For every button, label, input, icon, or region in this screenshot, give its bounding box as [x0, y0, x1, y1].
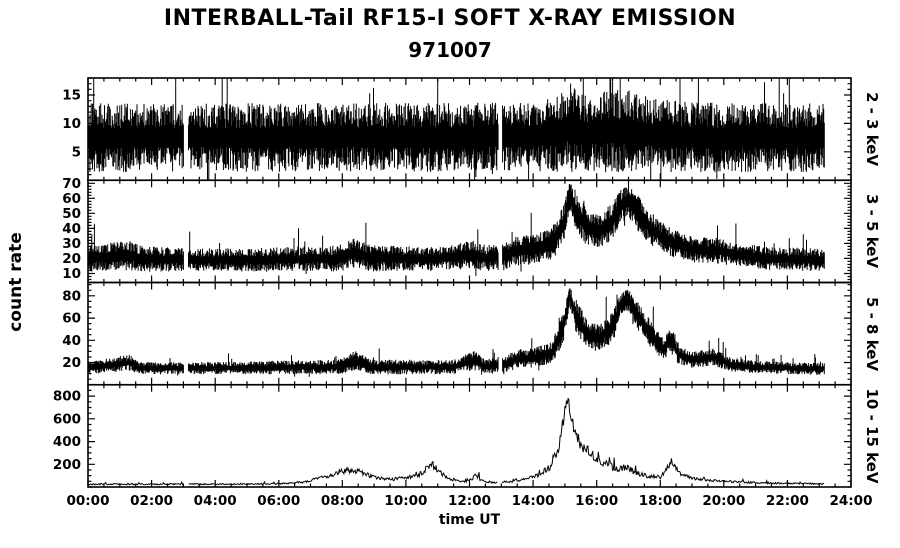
chart-subtitle: 971007 [408, 38, 492, 62]
svg-text:20:00: 20:00 [702, 493, 745, 509]
svg-text:12:00: 12:00 [448, 493, 491, 509]
svg-text:24:00: 24:00 [830, 493, 873, 509]
svg-text:50: 50 [62, 206, 81, 222]
svg-text:30: 30 [62, 236, 81, 252]
svg-text:08:00: 08:00 [321, 493, 364, 509]
svg-text:10: 10 [62, 266, 81, 282]
svg-text:00:00: 00:00 [67, 493, 110, 509]
svg-text:16:00: 16:00 [575, 493, 618, 509]
svg-text:40: 40 [62, 221, 81, 237]
svg-text:400: 400 [53, 434, 81, 450]
svg-text:14:00: 14:00 [512, 493, 555, 509]
svg-text:80: 80 [62, 288, 81, 304]
svg-text:20: 20 [62, 251, 81, 267]
svg-text:06:00: 06:00 [257, 493, 300, 509]
y-axis-label: count rate [6, 232, 26, 332]
svg-text:60: 60 [62, 311, 81, 327]
svg-text:200: 200 [53, 457, 81, 473]
svg-text:800: 800 [53, 389, 81, 405]
svg-text:5: 5 [72, 144, 81, 160]
svg-text:04:00: 04:00 [194, 493, 237, 509]
svg-text:10: 10 [62, 116, 81, 132]
svg-text:600: 600 [53, 411, 81, 427]
chart-title: INTERBALL-Tail RF15-I SOFT X-RAY EMISSIO… [163, 6, 737, 31]
svg-text:10:00: 10:00 [384, 493, 427, 509]
svg-text:18:00: 18:00 [639, 493, 682, 509]
svg-text:70: 70 [62, 176, 81, 192]
svg-text:15: 15 [62, 88, 81, 104]
panel-label-10-15-kev: 10 - 15 keV [863, 388, 881, 484]
svg-text:22:00: 22:00 [766, 493, 809, 509]
svg-text:02:00: 02:00 [130, 493, 173, 509]
svg-text:60: 60 [62, 191, 81, 207]
svg-text:40: 40 [62, 333, 81, 349]
x-axis-label: time UT [438, 512, 501, 528]
svg-text:20: 20 [62, 355, 81, 371]
